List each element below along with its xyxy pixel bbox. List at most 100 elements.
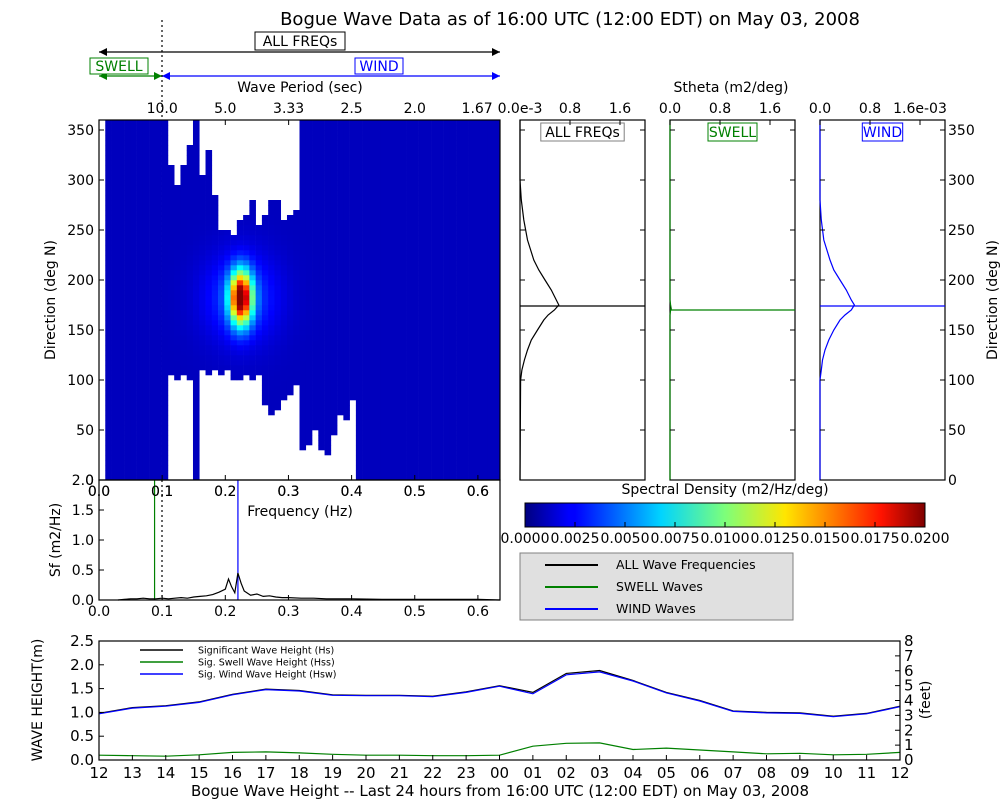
heatmap-cell	[218, 360, 225, 366]
wave-height-xtick-label: 13	[123, 764, 142, 782]
heatmap-cell	[456, 325, 463, 331]
heatmap-cell	[105, 385, 112, 391]
heatmap-cell	[399, 355, 407, 361]
heatmap-cell	[268, 300, 275, 306]
heatmap-cell	[199, 190, 206, 196]
heatmap-cell	[349, 255, 357, 261]
heatmap-cell	[487, 330, 495, 336]
heatmap-cell	[349, 260, 357, 266]
heatmap-cell	[481, 165, 488, 171]
heatmap-cell	[406, 160, 413, 166]
heatmap-cell	[268, 320, 275, 326]
heatmap-cell	[305, 245, 313, 251]
heatmap-cell	[149, 350, 156, 356]
heatmap-cell	[161, 320, 169, 326]
heatmap-cell	[130, 325, 137, 331]
heatmap-cell	[481, 335, 488, 341]
heatmap-cell	[399, 260, 407, 266]
heatmap-cell	[349, 140, 357, 146]
heatmap-cell	[142, 280, 150, 286]
heatmap-cell	[249, 270, 256, 276]
heatmap-cell	[124, 465, 131, 471]
heatmap-cell	[380, 450, 388, 456]
heatmap-cell	[437, 145, 444, 151]
heatmap-cell	[456, 155, 463, 161]
heatmap-cell	[406, 270, 413, 276]
heatmap-cell	[199, 180, 206, 186]
heatmap-cell	[324, 405, 332, 411]
heatmap-cell	[199, 350, 206, 356]
heatmap-cell	[374, 255, 382, 261]
heatmap-cell	[399, 470, 407, 476]
heatmap-cell	[406, 275, 413, 281]
heatmap-cell	[481, 225, 488, 231]
heatmap-cell	[456, 150, 463, 156]
heatmap-cell	[337, 235, 344, 241]
heatmap-cell	[312, 245, 319, 251]
heatmap-cell	[312, 315, 319, 321]
heatmap-cell	[192, 320, 200, 326]
heatmap-cell	[418, 145, 426, 151]
heatmap-cell	[243, 325, 250, 331]
heatmap-cell	[443, 450, 451, 456]
heatmap-cell	[105, 230, 112, 236]
heatmap-cell	[105, 465, 112, 471]
heatmap-cell	[167, 245, 175, 251]
heatmap-cell	[406, 175, 413, 181]
heatmap-cell	[312, 260, 319, 266]
heatmap-cell	[449, 345, 457, 351]
heatmap-cell	[493, 375, 501, 381]
heatmap-cell	[299, 295, 307, 301]
heatmap-cell	[149, 270, 156, 276]
heatmap-cell	[324, 380, 332, 386]
heatmap-cell	[324, 265, 332, 271]
heatmap-cell	[393, 405, 401, 411]
heatmap-cell	[161, 350, 169, 356]
heatmap-cell	[324, 230, 332, 236]
heatmap-cell	[431, 275, 438, 281]
heatmap-cell	[299, 220, 307, 226]
heatmap-cell	[380, 340, 388, 346]
heatmap-cell	[167, 185, 175, 191]
heatmap-cell	[211, 235, 219, 241]
heatmap-cell	[117, 155, 125, 161]
heatmap-cell	[387, 160, 394, 166]
heatmap-cell	[462, 350, 469, 356]
heatmap-cell	[393, 225, 401, 231]
heatmap-cell	[468, 220, 476, 226]
heatmap-cell	[280, 325, 288, 331]
heatmap-cell	[236, 320, 244, 326]
heatmap-cell	[443, 140, 451, 146]
heatmap-cell	[124, 435, 131, 441]
heatmap-cell	[493, 140, 501, 146]
heatmap-cell	[268, 370, 275, 376]
heatmap-cell	[286, 370, 294, 376]
heatmap-cell	[393, 420, 401, 426]
heatmap-cell	[136, 265, 144, 271]
heatmap-cell	[412, 365, 419, 371]
heatmap-cell	[218, 355, 225, 361]
heatmap-cell	[399, 450, 407, 456]
heatmap-cell	[418, 410, 426, 416]
heatmap-cell	[431, 340, 438, 346]
heatmap-cell	[330, 130, 338, 136]
heatmap-cell	[136, 155, 144, 161]
heatmap-cell	[318, 370, 325, 376]
heatmap-cell	[299, 355, 307, 361]
heatmap-cell	[493, 405, 501, 411]
heatmap-cell	[324, 160, 332, 166]
heatmap-cell	[305, 275, 313, 281]
heatmap-cell	[424, 235, 432, 241]
heatmap-cell	[305, 310, 313, 316]
heatmap-cell	[312, 120, 319, 126]
heatmap-cell	[312, 240, 319, 246]
heatmap-cell	[180, 265, 188, 271]
heatmap-cell	[274, 275, 282, 281]
heatmap-cell	[355, 255, 363, 261]
heatmap-cell	[161, 445, 169, 451]
heatmap-cell	[318, 390, 325, 396]
heatmap-cell	[330, 260, 338, 266]
heatmap-cell	[412, 310, 419, 316]
sf-series-line	[117, 572, 501, 601]
heatmap-cell	[481, 340, 488, 346]
